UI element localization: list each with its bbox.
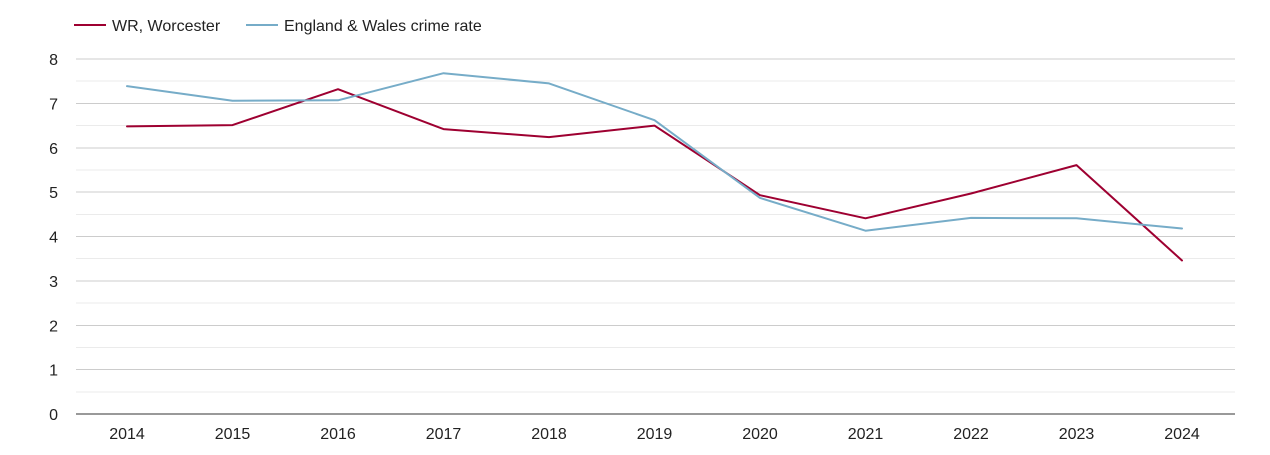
y-tick-label: 4 (49, 230, 58, 247)
y-tick-label: 2 (49, 318, 58, 335)
series-line-2 (126, 72, 1183, 232)
x-tick-label: 2021 (848, 426, 884, 443)
x-tick-label: 2024 (1164, 426, 1200, 443)
x-tick-label: 2016 (320, 426, 356, 443)
y-tick-label: 5 (49, 185, 58, 202)
x-tick-label: 2014 (109, 426, 145, 443)
x-tick-label: 2017 (426, 426, 462, 443)
y-tick-label: 1 (49, 363, 58, 380)
y-tick-label: 7 (49, 96, 58, 113)
x-tick-label: 2020 (742, 426, 778, 443)
legend: WR, Worcester England & Wales crime rate (74, 18, 482, 35)
y-tick-label: 0 (49, 407, 58, 424)
y-tick-label: 6 (49, 141, 58, 158)
x-tick-label: 2019 (637, 426, 673, 443)
x-tick-label: 2023 (1059, 426, 1095, 443)
y-axis: 0 1 2 3 4 5 6 7 8 (49, 52, 58, 424)
x-tick-label: 2018 (531, 426, 567, 443)
legend-label-1: WR, Worcester (112, 18, 221, 35)
y-tick-label: 3 (49, 274, 58, 291)
x-tick-label: 2022 (953, 426, 989, 443)
series-line-1 (126, 88, 1183, 262)
y-tick-label: 8 (49, 52, 58, 69)
legend-label-2: England & Wales crime rate (284, 18, 482, 35)
grid-lines (76, 58, 1235, 393)
x-axis: 2014 2015 2016 2017 2018 2019 2020 2021 2022 2023… (76, 413, 1235, 443)
x-tick-label: 2015 (215, 426, 251, 443)
series-group (126, 72, 1183, 262)
